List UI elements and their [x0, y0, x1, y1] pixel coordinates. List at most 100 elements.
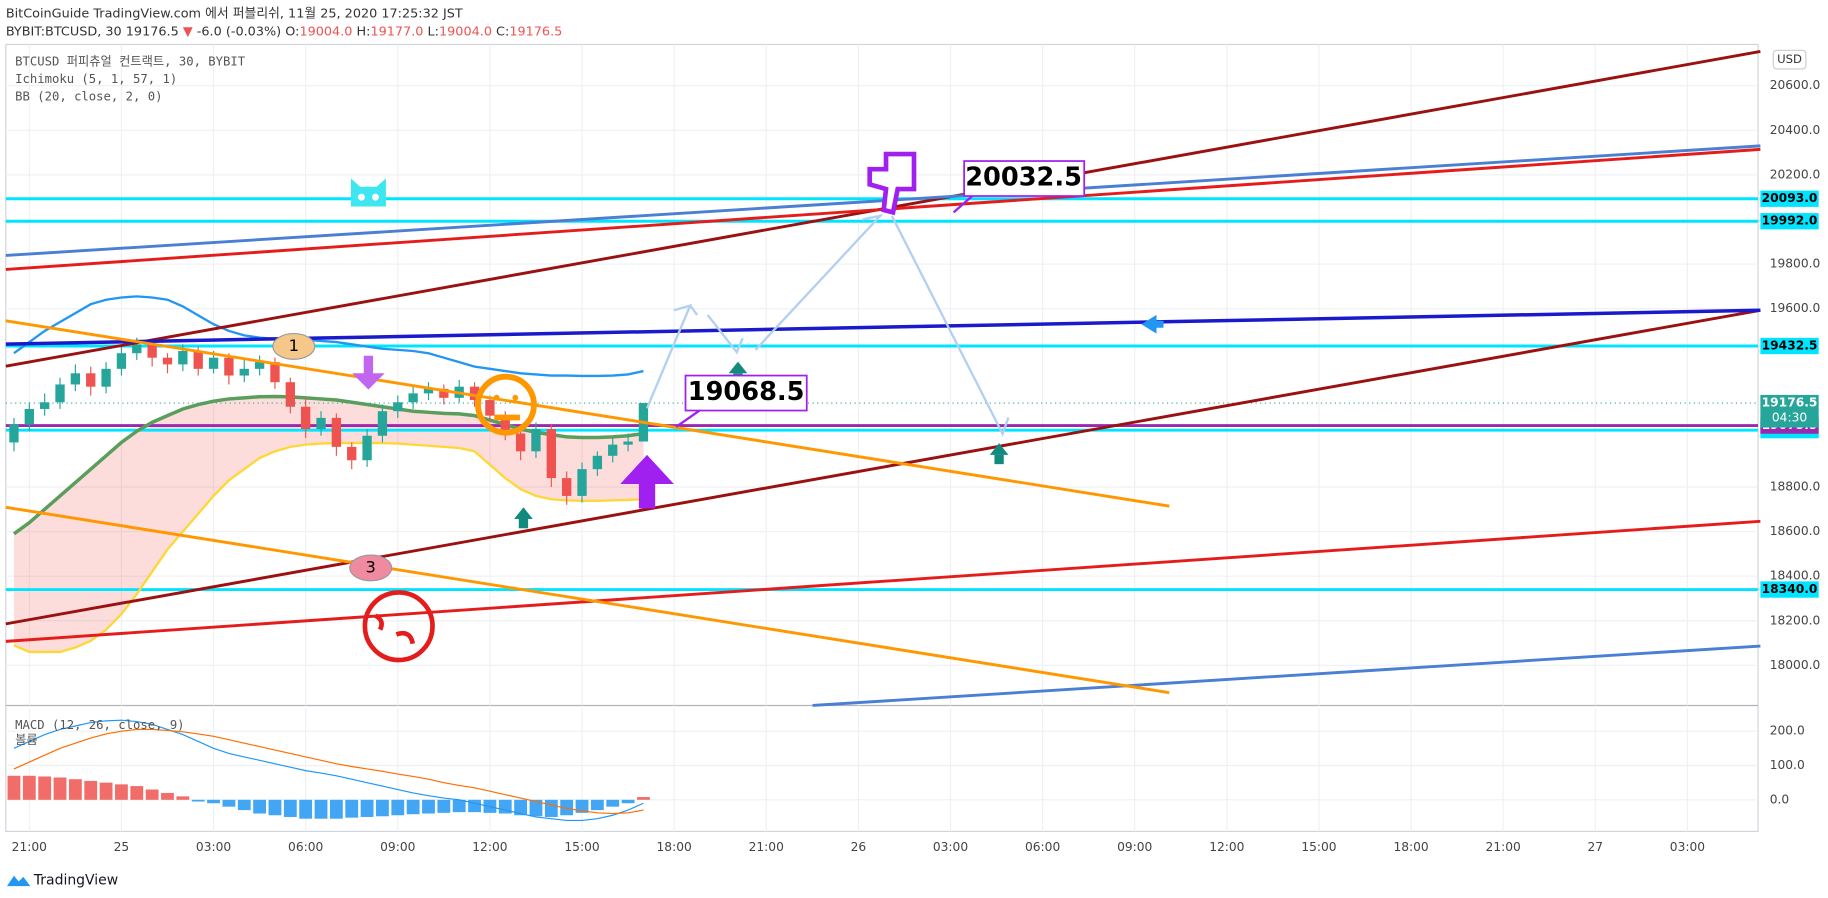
- bubble: [349, 554, 393, 582]
- candle-body: [577, 469, 587, 496]
- smiley-icon: [475, 373, 537, 436]
- trend-line: [5, 319, 1170, 508]
- candle-body: [239, 368, 249, 376]
- macd-histogram-bar: [544, 799, 558, 817]
- publisher: BitCoinGuide TradingView.com 에서 퍼블리쉬, 11…: [6, 7, 463, 22]
- candle-body: [562, 478, 572, 496]
- candle-body: [40, 402, 50, 409]
- cat-icon: [350, 178, 386, 207]
- price-level-tag: [1760, 581, 1819, 598]
- macd-histogram-bar: [452, 799, 466, 813]
- price-axis: 21:00 25 03:00 06:00 09:00 12:00 15:00 18:00 21:…: [12, 78, 1821, 854]
- arrow: [706, 314, 744, 355]
- legend-volume: 볼륨: [15, 733, 38, 747]
- currency: USD: [1777, 52, 1802, 66]
- price-level-tag: [1760, 337, 1819, 355]
- candle-body: [592, 455, 603, 470]
- overlay-line: [13, 295, 644, 378]
- macd-histogram-bar: [99, 782, 113, 800]
- callout-pointer: [952, 193, 975, 214]
- legend: BTCUSD 퍼피츄얼 컨트랙트, 30, BYBIT Ichimoku (5,…: [15, 54, 246, 747]
- ohlc-value: 19177.0: [370, 24, 423, 39]
- bubble: [272, 333, 316, 360]
- arrow-down: [363, 355, 374, 375]
- symbol: BYBIT:BTCUSD, 30: [6, 24, 122, 39]
- x-tick-label: 12:00: [1209, 840, 1244, 854]
- macd-histogram-bar: [176, 796, 190, 800]
- x-tick-label: 21:00: [749, 840, 784, 854]
- y-tick-label: 18800.0: [1770, 479, 1821, 493]
- macd-histogram-bar: [68, 779, 82, 800]
- bubble-text: 1: [289, 336, 299, 355]
- candle-body: [162, 357, 173, 365]
- arrow-up: [638, 482, 656, 509]
- candle-body: [347, 446, 357, 461]
- macd-histogram-bar: [222, 799, 236, 807]
- y-tick-label: 100.0: [1770, 758, 1805, 772]
- y-tick-label: 19600.0: [1770, 301, 1821, 315]
- candle-body: [254, 362, 265, 369]
- y-tick-label: 19800.0: [1770, 257, 1821, 271]
- macd-histogram-bar: [514, 799, 528, 816]
- arrow-up: [989, 443, 1009, 455]
- trend-line: [5, 308, 1761, 626]
- macd-histogram-bar: [529, 799, 543, 817]
- y-tick-label: 200.0: [1770, 724, 1805, 738]
- sad-mouth: [395, 630, 415, 645]
- macd-histogram-bar: [253, 799, 267, 814]
- ohlc-label: H:: [357, 24, 371, 39]
- candle-body: [393, 402, 403, 412]
- bubble-text: 3: [366, 557, 376, 576]
- x-tick-label: 27: [1588, 840, 1604, 854]
- candle-body: [408, 393, 418, 403]
- callout-box: [963, 160, 1086, 197]
- macd-histogram-bar: [590, 799, 604, 811]
- macd-histogram-bar: [38, 776, 52, 800]
- path-arrows: [645, 213, 1010, 437]
- legend-bb: BB (20, close, 2, 0): [15, 89, 162, 103]
- macd-histogram-bar: [391, 799, 405, 816]
- x-tick-label: 09:00: [1117, 840, 1152, 854]
- cat-eye: [371, 193, 379, 201]
- x-tick-label: 21:00: [1486, 840, 1521, 854]
- arrow-up: [518, 518, 529, 529]
- price-level-label: 19992.0: [1762, 214, 1818, 228]
- x-tick-label: 03:00: [196, 840, 231, 854]
- arrow-up: [514, 507, 533, 519]
- macd-macd-line: [13, 719, 644, 821]
- macd-histogram-bar: [283, 799, 297, 817]
- symbol-line: BYBIT:BTCUSD, 30 19176.5 ▼ -6.0 (-0.03%)…: [6, 24, 562, 39]
- macd-histogram-bar: [314, 799, 328, 819]
- candle-body: [9, 424, 19, 443]
- macd-histogram-bar: [422, 799, 435, 814]
- candle-body: [24, 408, 34, 425]
- change-arrow: ▼: [183, 24, 193, 39]
- macd-histogram-bar: [207, 799, 220, 804]
- y-tick-label: 18200.0: [1770, 613, 1821, 627]
- candle-body: [285, 382, 295, 407]
- macd-histogram-bar: [237, 799, 251, 811]
- candle-body: [86, 373, 96, 387]
- candle-body: [132, 344, 142, 354]
- candle-body: [377, 411, 388, 436]
- x-tick-label: 12:00: [472, 840, 507, 854]
- price-level-label: 18340.0: [1762, 582, 1818, 596]
- arrow-down: [352, 373, 385, 390]
- countdown: 04:30: [1772, 411, 1807, 425]
- macd-histogram-bar: [606, 799, 620, 807]
- candle-body: [469, 386, 480, 401]
- macd-histogram-bar: [268, 799, 282, 816]
- ohlc-label: O:: [285, 24, 299, 39]
- candle-body: [178, 351, 188, 365]
- macd-histogram-bar: [191, 799, 205, 802]
- macd-histogram-bar: [498, 799, 512, 814]
- candle-body: [116, 353, 127, 369]
- current-price-tag: [1760, 394, 1819, 428]
- price-level-tag: [1760, 190, 1819, 207]
- trend-line: [812, 644, 1761, 707]
- current-price-label: 19176.5: [1762, 396, 1818, 410]
- x-tick-label: 03:00: [1670, 840, 1705, 854]
- candle-body: [623, 441, 633, 445]
